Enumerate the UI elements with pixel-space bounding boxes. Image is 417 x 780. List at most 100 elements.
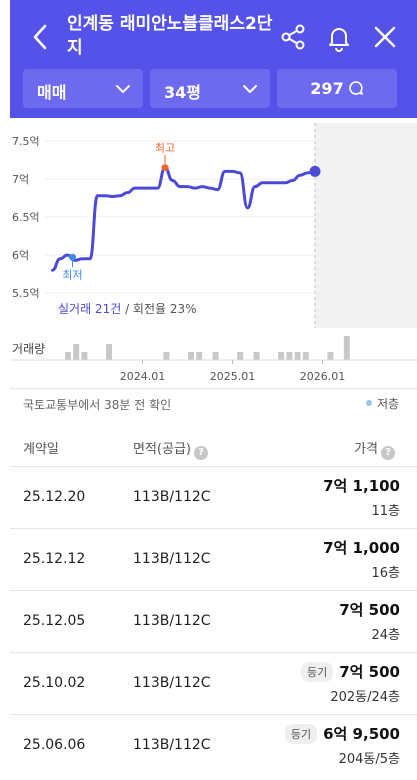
legend-label: 저층 xyxy=(377,397,400,411)
size-label: 34평 xyxy=(164,83,201,102)
row-price: 등기 6억 9,500 xyxy=(284,723,400,744)
trade-type-dropdown[interactable]: 매매 xyxy=(23,69,143,108)
future-shade xyxy=(315,123,417,328)
row-price-value: 7억 1,000 xyxy=(323,539,400,557)
table-row[interactable]: 25.10.02 113B/112C 등기 7억 500 202동/24층 xyxy=(10,652,417,714)
volume-bar xyxy=(73,344,80,360)
volume-bar xyxy=(106,344,112,360)
latest-point xyxy=(309,165,321,177)
high-point xyxy=(161,164,169,172)
page-title: 인계동 래미안노블클래스2단지 xyxy=(67,14,273,58)
share-icon[interactable] xyxy=(278,22,308,52)
row-date: 25.12.12 xyxy=(23,551,86,567)
header-area-label: 면적(공급) xyxy=(133,442,191,457)
x-tick-label: 2024.01 xyxy=(120,370,166,383)
registered-badge: 등기 xyxy=(284,724,318,744)
trade-count: 실거래 21건 xyxy=(58,302,122,316)
row-area: 113B/112C xyxy=(133,613,211,629)
close-icon[interactable] xyxy=(370,22,400,52)
y-tick-label: 7억 xyxy=(12,173,29,186)
comment-icon xyxy=(348,81,363,95)
size-dropdown[interactable]: 34평 xyxy=(150,69,270,108)
trade-type-label: 매매 xyxy=(37,83,67,102)
row-date: 25.06.06 xyxy=(23,737,86,753)
row-price-value: 6억 9,500 xyxy=(323,725,400,743)
row-area: 113B/112C xyxy=(133,675,211,691)
chevron-down-icon xyxy=(243,85,257,93)
x-tick-label: 2026.01 xyxy=(300,370,346,383)
comments-button[interactable]: 297 xyxy=(277,69,397,108)
row-price-value: 7억 500 xyxy=(339,663,400,681)
volume-bar xyxy=(253,352,260,360)
row-area: 113B/112C xyxy=(133,489,211,505)
y-tick-label: 5.5억 xyxy=(12,287,40,300)
table-row[interactable]: 25.12.05 113B/112C 7억 500 24층 xyxy=(10,590,417,652)
app-header: 인계동 래미안노블클래스2단지 매매 34평 297 xyxy=(10,0,417,118)
volume-bar xyxy=(302,352,309,360)
volume-bar xyxy=(81,352,88,360)
row-floor: 11층 xyxy=(371,504,400,519)
row-floor: 24층 xyxy=(371,628,400,643)
volume-bar xyxy=(65,352,71,360)
volume-bar xyxy=(278,352,285,360)
header-price-label: 가격 xyxy=(354,442,378,457)
legend-low-floor: 저층 xyxy=(366,395,399,412)
row-divider xyxy=(10,714,417,715)
row-price: 7억 1,000 xyxy=(323,537,400,558)
legend-dot xyxy=(366,400,372,406)
volume-bar xyxy=(286,352,293,360)
x-tick-label: 2025.01 xyxy=(210,370,256,383)
price-chart-svg: 7.5억 7억 6.5억 6억 5.5억 2024.01 2025.01 2026.01 최고최… xyxy=(10,123,417,383)
volume-bar xyxy=(294,352,301,360)
row-divider xyxy=(10,528,417,529)
row-price-value: 7억 500 xyxy=(339,601,400,619)
row-divider xyxy=(10,466,417,467)
row-area: 113B/112C xyxy=(133,737,211,753)
header-area: 면적(공급)? xyxy=(133,438,208,460)
table-row[interactable]: 25.12.12 113B/112C 7억 1,000 16층 xyxy=(10,528,417,590)
y-tick-label: 6억 xyxy=(12,249,29,262)
y-tick-label: 6.5억 xyxy=(12,211,40,224)
high-label: 최고 xyxy=(155,142,175,155)
row-floor: 16층 xyxy=(371,566,400,581)
header-price: 가격? xyxy=(354,438,395,460)
divider xyxy=(10,388,417,389)
row-price: 7억 500 xyxy=(339,599,400,620)
table-row[interactable]: 25.12.20 113B/112C 7억 1,100 11층 xyxy=(10,466,417,528)
volume-bar xyxy=(237,352,244,360)
row-price-value: 7억 1,100 xyxy=(323,477,400,495)
table-row[interactable]: 25.06.06 113B/112C 등기 6억 9,500 204동/5층 xyxy=(10,714,417,776)
chevron-down-icon xyxy=(116,85,130,93)
header-date: 계약일 xyxy=(23,442,59,457)
volume-bar xyxy=(343,336,350,360)
help-icon[interactable]: ? xyxy=(193,446,208,460)
volume-bar xyxy=(212,352,219,360)
source-text: 국토교통부에서 38분 전 확인 xyxy=(23,398,172,412)
volume-bar xyxy=(327,352,334,360)
row-price: 7억 1,100 xyxy=(323,475,400,496)
volume-bar xyxy=(163,352,170,360)
back-icon[interactable] xyxy=(28,22,54,52)
chart-stats: 실거래 21건 / 회전율 23% xyxy=(58,300,197,317)
low-label: 최저 xyxy=(62,268,82,281)
price-line xyxy=(51,166,317,272)
volume-label: 거래량 xyxy=(12,342,46,356)
low-point xyxy=(69,253,76,261)
row-divider xyxy=(10,652,417,653)
registered-badge: 등기 xyxy=(300,662,334,682)
row-date: 25.12.05 xyxy=(23,613,86,629)
row-area: 113B/112C xyxy=(133,551,211,567)
row-date: 25.10.02 xyxy=(23,675,86,691)
volume-bar xyxy=(196,352,203,360)
row-floor: 202동/24층 xyxy=(330,690,400,705)
row-price: 등기 7억 500 xyxy=(300,661,400,682)
row-divider xyxy=(10,590,417,591)
bell-icon[interactable] xyxy=(324,22,354,52)
row-date: 25.12.20 xyxy=(23,489,86,505)
y-tick-label: 7.5억 xyxy=(12,135,40,148)
volume-bar xyxy=(188,352,194,360)
comments-count: 297 xyxy=(310,79,344,98)
help-icon[interactable]: ? xyxy=(381,446,395,460)
row-floor: 204동/5층 xyxy=(338,752,400,767)
